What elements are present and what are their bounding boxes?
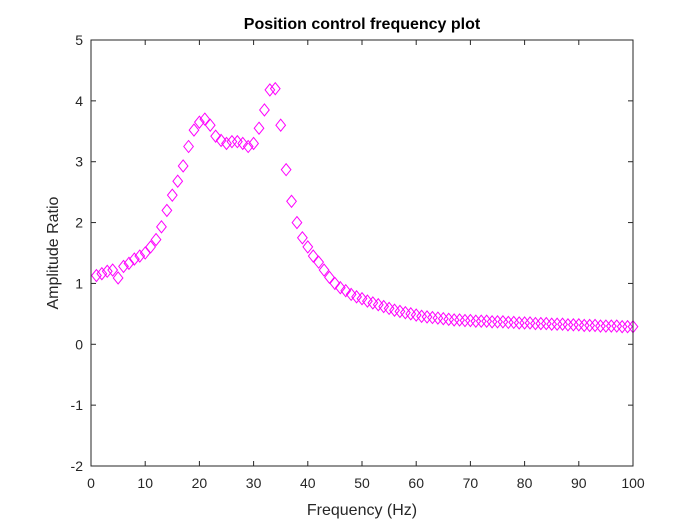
data-point-marker <box>567 318 579 332</box>
x-tick-label: 20 <box>192 475 208 491</box>
y-tick-label: 0 <box>75 336 83 352</box>
data-point-marker <box>448 313 460 327</box>
data-point-marker <box>595 319 606 333</box>
data-point-marker <box>502 315 514 330</box>
data-point-marker <box>356 291 368 306</box>
data-point-marker <box>101 264 113 279</box>
y-tick-label: 1 <box>75 275 83 291</box>
data-point-marker <box>307 249 319 263</box>
data-point-marker <box>253 121 265 136</box>
data-point-marker <box>535 316 547 331</box>
data-point-marker <box>318 263 330 277</box>
data-point-marker <box>204 118 216 133</box>
data-point-marker <box>616 319 628 334</box>
data-point-marker <box>145 240 157 254</box>
data-point-marker <box>188 123 200 137</box>
data-point-marker <box>123 256 135 271</box>
data-point-marker <box>177 159 189 173</box>
data-point-marker <box>90 268 102 283</box>
y-axis-label: Amplitude Ratio <box>45 196 62 309</box>
data-point-marker <box>280 162 292 177</box>
data-point-marker <box>519 316 531 330</box>
data-point-marker <box>302 240 314 254</box>
data-point-marker <box>329 276 341 291</box>
x-tick-label: 50 <box>354 475 370 491</box>
x-tick-label: 80 <box>517 475 533 491</box>
data-point-marker <box>546 317 558 332</box>
data-point-marker <box>128 252 140 266</box>
y-tick-label: 5 <box>75 32 83 48</box>
data-point-marker <box>313 255 325 269</box>
data-point-marker <box>193 115 205 129</box>
y-tick-label: 3 <box>75 154 83 170</box>
data-point-marker <box>334 280 346 295</box>
data-point-marker <box>584 318 596 333</box>
chart-title: Position control frequency plot <box>244 16 481 33</box>
data-point-marker <box>492 314 503 329</box>
data-point-marker <box>486 314 498 329</box>
x-tick-label: 100 <box>621 475 645 491</box>
data-point-marker <box>215 133 227 148</box>
data-point-marker <box>291 215 303 230</box>
x-tick-label: 10 <box>137 475 153 491</box>
plot-area <box>91 40 633 466</box>
data-point-marker <box>622 319 634 334</box>
data-point-marker <box>161 203 173 218</box>
data-point-marker <box>275 118 287 133</box>
data-point-marker <box>134 249 146 263</box>
data-point-marker <box>605 319 617 333</box>
data-point-marker <box>529 316 541 331</box>
data-point-marker <box>183 139 195 154</box>
y-tick-label: -1 <box>71 397 84 413</box>
data-point-marker <box>199 112 211 126</box>
data-point-marker <box>166 188 178 202</box>
data-point-marker <box>221 136 232 151</box>
data-point-marker <box>475 314 487 328</box>
data-point-marker <box>459 313 471 328</box>
data-point-marker <box>340 283 352 298</box>
data-point-marker <box>513 316 525 330</box>
data-point-marker <box>242 139 254 154</box>
data-point-marker <box>258 103 270 117</box>
x-tick-label: 70 <box>463 475 479 491</box>
data-point-marker <box>264 83 276 97</box>
data-point-marker <box>107 263 119 277</box>
data-point-marker <box>172 174 184 188</box>
x-tick-label: 90 <box>571 475 587 491</box>
y-tick-label: 4 <box>75 93 83 109</box>
data-point-marker <box>551 317 563 332</box>
data-point-marker <box>156 220 167 234</box>
data-point-marker <box>562 318 574 332</box>
data-point-marker <box>269 81 281 96</box>
data-point-marker <box>112 271 124 285</box>
data-point-marker <box>139 246 151 260</box>
data-point-marker <box>470 314 482 328</box>
data-point-marker <box>150 232 162 247</box>
x-tick-label: 40 <box>300 475 316 491</box>
data-point-marker <box>248 136 260 151</box>
x-tick-label: 60 <box>408 475 424 491</box>
data-point-marker <box>226 134 238 149</box>
data-point-marker <box>286 194 297 209</box>
x-tick-label: 30 <box>246 475 262 491</box>
data-point-marker <box>324 270 335 285</box>
data-point-marker <box>237 136 249 151</box>
markers-layer <box>90 81 639 334</box>
y-tick-label: -2 <box>71 458 84 474</box>
data-point-marker <box>118 259 129 274</box>
x-axis-label: Frequency (Hz) <box>307 502 417 519</box>
y-tick-label: 2 <box>75 215 83 231</box>
data-point-marker <box>296 230 308 245</box>
data-point-marker <box>210 129 222 143</box>
ticks-layer: 0 10 20 30 40 50 60 70 80 90 100 -2 -1 0 1 2 3 4 5 <box>71 32 645 491</box>
data-point-marker <box>600 319 612 333</box>
x-tick-label: 0 <box>87 475 95 491</box>
data-point-marker <box>578 318 590 333</box>
data-point-marker <box>345 287 357 302</box>
axes-box <box>90 39 634 467</box>
data-point-marker <box>96 266 108 281</box>
